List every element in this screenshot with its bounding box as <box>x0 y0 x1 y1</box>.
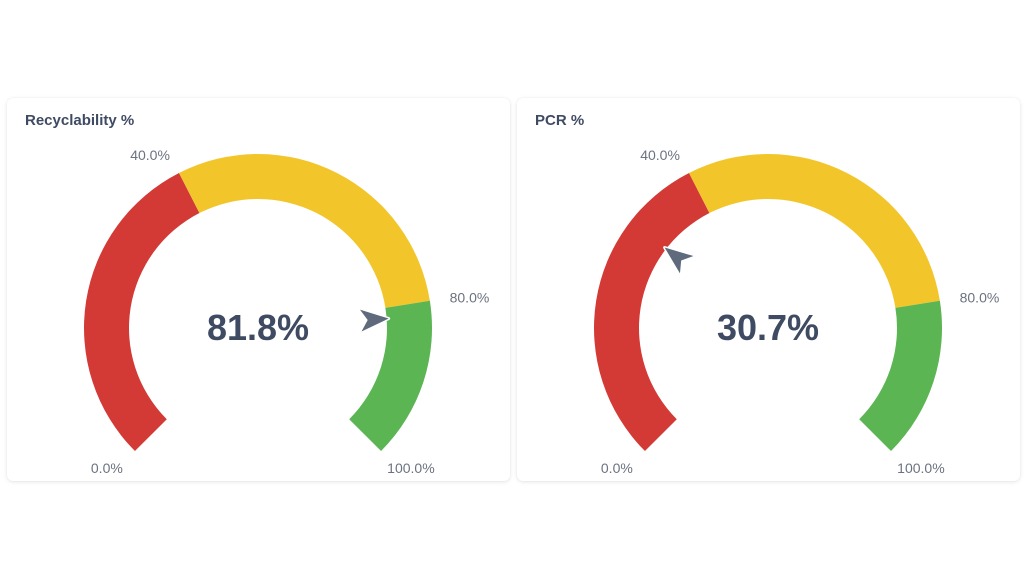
gauge-needle <box>663 246 695 275</box>
gauge-band-2 <box>349 300 432 452</box>
gauge-tick-label: 100.0% <box>897 460 944 476</box>
gauge-band-2 <box>859 300 942 452</box>
gauge-value: 30.7% <box>717 307 819 348</box>
gauge-tick-label: 0.0% <box>601 460 633 476</box>
gauge-card-pcr: PCR % 0.0% 40.0% 80.0% 100.0% 30.7% <box>517 98 1020 481</box>
gauge-tick-label: 40.0% <box>640 147 680 163</box>
gauge-card-recyclability: Recyclability % 0.0% 40.0% 80.0% 100.0% 81.… <box>7 98 510 481</box>
gauge-band-1 <box>689 154 940 308</box>
gauge-value: 81.8% <box>207 307 309 348</box>
gauge-title: PCR % <box>535 112 585 129</box>
gauge-needle <box>358 308 391 334</box>
gauge-band-1 <box>179 154 430 308</box>
gauge-tick-label: 100.0% <box>387 460 434 476</box>
gauge-chart: 0.0% 40.0% 80.0% 100.0% 30.7% <box>594 147 1000 476</box>
gauge-tick-label: 80.0% <box>450 290 490 306</box>
gauge-band-0 <box>594 172 710 452</box>
gauge-tick-label: 80.0% <box>960 290 1000 306</box>
gauge-title: Recyclability % <box>25 112 135 129</box>
gauge-tick-label: 40.0% <box>130 147 170 163</box>
gauge-band-0 <box>83 172 200 452</box>
gauge-chart: 0.0% 40.0% 80.0% 100.0% 81.8% <box>83 147 490 476</box>
gauge-tick-label: 0.0% <box>91 460 123 476</box>
